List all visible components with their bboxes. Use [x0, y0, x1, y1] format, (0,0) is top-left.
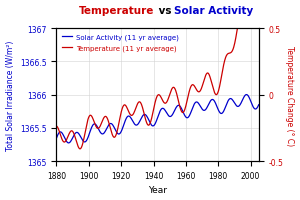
Solar Activity (11 yr average) — [55, 137, 58, 140]
Y-axis label: Temperature Change (° C): Temperature Change (° C) — [285, 45, 294, 145]
Solar Activity (11 yr average) — [107, 124, 111, 126]
Solar Activity (11 yr average) — [245, 94, 248, 96]
Temperature (11 yr average) — [207, 74, 211, 76]
Temperature (11 yr average) — [174, 91, 178, 93]
Temperature (11 yr average) — [107, 122, 111, 124]
Solar Activity (11 yr average) — [67, 142, 70, 144]
Solar Activity (11 yr average) — [257, 104, 260, 106]
Solar Activity (11 yr average) — [190, 109, 194, 111]
Legend: Solar Activity (11 yr average), Temperature (11 yr average): Solar Activity (11 yr average), Temperat… — [60, 32, 181, 54]
Line: Solar Activity (11 yr average): Solar Activity (11 yr average) — [56, 95, 259, 143]
Text: vs: vs — [154, 6, 175, 16]
Solar Activity (11 yr average) — [91, 125, 94, 127]
Solar Activity (11 yr average) — [207, 103, 211, 105]
Text: Temperature: Temperature — [79, 6, 154, 16]
Y-axis label: Total Solar Irradiance (W/m²): Total Solar Irradiance (W/m²) — [6, 40, 15, 150]
Temperature (11 yr average) — [190, 84, 194, 87]
Solar Activity (11 yr average) — [146, 118, 150, 121]
Text: Solar Activity: Solar Activity — [174, 6, 253, 16]
Line: Temperature (11 yr average): Temperature (11 yr average) — [56, 0, 259, 149]
X-axis label: Year: Year — [148, 186, 167, 194]
Temperature (11 yr average) — [91, 117, 94, 120]
Temperature (11 yr average) — [146, 124, 150, 127]
Temperature (11 yr average) — [55, 125, 58, 128]
Solar Activity (11 yr average) — [174, 107, 178, 109]
Temperature (11 yr average) — [78, 148, 82, 150]
